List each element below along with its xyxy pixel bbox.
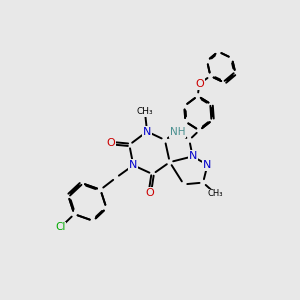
Text: CH₃: CH₃ [136, 107, 153, 116]
Text: Cl: Cl [55, 223, 66, 232]
Text: O: O [195, 79, 204, 89]
Text: N: N [143, 127, 151, 136]
Text: O: O [106, 138, 115, 148]
Text: N: N [203, 160, 212, 170]
Text: N: N [129, 160, 137, 170]
Text: CH₃: CH₃ [208, 189, 223, 198]
Text: NH: NH [170, 127, 185, 137]
Text: O: O [146, 188, 154, 198]
Text: N: N [188, 152, 197, 161]
